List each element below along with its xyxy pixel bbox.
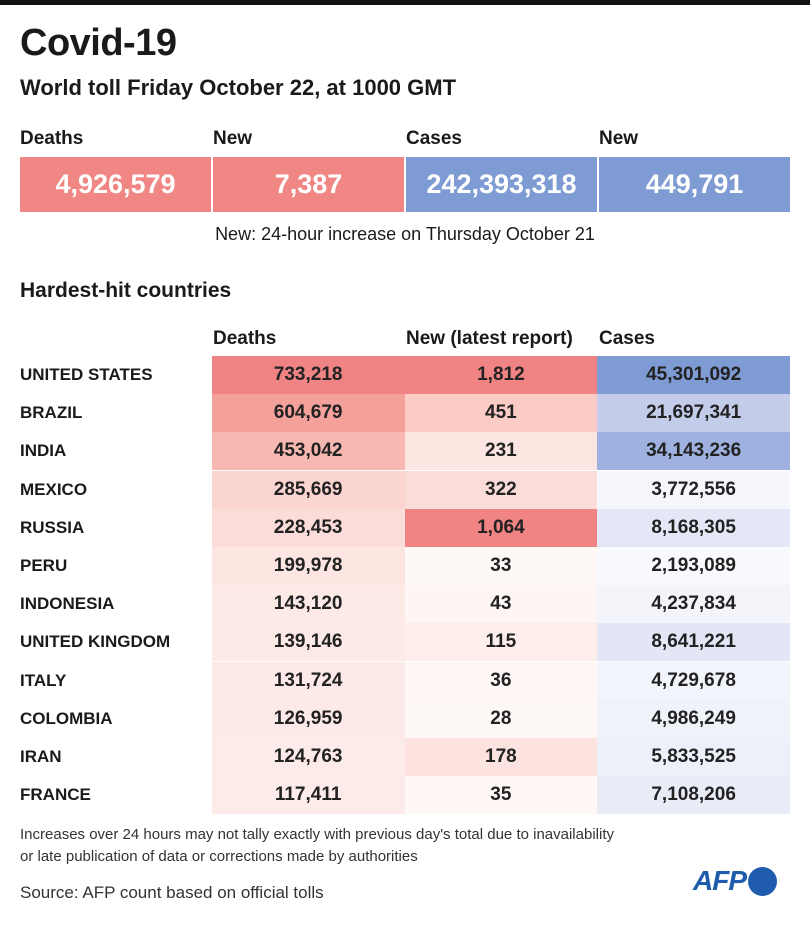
- column-header-new: New (latest report): [406, 328, 573, 349]
- cases-cell: 8,168,305: [597, 508, 790, 547]
- new-cell: 43: [404, 585, 598, 624]
- table-row: FRANCE 117,411 35 7,108,206: [20, 776, 790, 815]
- afp-logo: AFP: [693, 865, 777, 897]
- cases-cell: 34,143,236: [597, 432, 790, 471]
- kpi-label: New: [213, 128, 253, 149]
- new-cell: 35: [404, 776, 598, 815]
- new-cell: 36: [404, 661, 598, 700]
- deaths-cell: 733,218: [211, 356, 405, 394]
- table-row: COLOMBIA 126,959 28 4,986,249: [20, 699, 790, 738]
- table-row: BRAZIL 604,679 451 21,697,341: [20, 394, 790, 433]
- country-name: UNITED KINGDOM: [20, 632, 171, 652]
- country-name: IRAN: [20, 747, 62, 766]
- new-cell: 178: [404, 738, 598, 776]
- deaths-cell: 453,042: [211, 432, 405, 471]
- deaths-cell: 228,453: [211, 508, 405, 547]
- new-cell: 1,812: [404, 356, 598, 394]
- table-row: IRAN 124,763 178 5,833,525: [20, 738, 790, 776]
- kpi-value: 4,926,579: [20, 157, 211, 212]
- table-row: PERU 199,978 33 2,193,089: [20, 547, 790, 585]
- new-cell: 28: [404, 699, 598, 738]
- table-row: MEXICO 285,669 322 3,772,556: [20, 470, 790, 509]
- footnote-line-1: Increases over 24 hours may not tally ex…: [20, 826, 614, 843]
- table-row: UNITED STATES 733,218 1,812 45,301,092: [20, 356, 790, 394]
- cases-cell: 4,986,249: [597, 699, 790, 738]
- table-row: ITALY 131,724 36 4,729,678: [20, 661, 790, 700]
- country-name: BRAZIL: [20, 403, 83, 423]
- column-header-deaths: Deaths: [213, 328, 277, 349]
- new-cell: 115: [404, 623, 598, 662]
- table-row: INDONESIA 143,120 43 4,237,834: [20, 585, 790, 624]
- kpi-label: Deaths: [20, 128, 84, 149]
- new-cell: 451: [404, 394, 598, 433]
- country-name: INDONESIA: [20, 594, 115, 614]
- cases-cell: 8,641,221: [597, 623, 790, 662]
- deaths-cell: 139,146: [211, 623, 405, 662]
- kpi-label: Cases: [406, 128, 462, 149]
- cases-cell: 21,697,341: [597, 394, 790, 433]
- deaths-cell: 117,411: [211, 776, 405, 815]
- page-subtitle: World toll Friday October 22, at 1000 GM…: [20, 75, 457, 100]
- deaths-cell: 124,763: [211, 738, 405, 776]
- deaths-cell: 126,959: [211, 699, 405, 738]
- kpi-note: New: 24-hour increase on Thursday Octobe…: [215, 224, 595, 244]
- country-name: ITALY: [20, 670, 67, 690]
- deaths-cell: 199,978: [211, 547, 405, 585]
- source: Source: AFP count based on official toll…: [20, 883, 324, 902]
- kpi-label: New: [599, 128, 639, 149]
- column-header-cases: Cases: [599, 328, 655, 349]
- kpi-value: 449,791: [599, 157, 790, 212]
- afp-logo-text: AFP: [693, 865, 747, 896]
- footnote-line-2: or late publication of data or correctio…: [20, 848, 418, 865]
- table-row: UNITED KINGDOM 139,146 115 8,641,221: [20, 623, 790, 662]
- country-name: RUSSIA: [20, 517, 85, 537]
- country-name: INDIA: [20, 441, 67, 461]
- section-title: Hardest-hit countries: [20, 279, 232, 302]
- page-title: Covid-19: [20, 22, 177, 64]
- deaths-cell: 285,669: [211, 470, 405, 509]
- kpi-value: 242,393,318: [406, 157, 597, 212]
- cases-cell: 45,301,092: [597, 356, 790, 394]
- table-row: INDIA 453,042 231 34,143,236: [20, 432, 790, 471]
- cases-cell: 7,108,206: [597, 776, 790, 815]
- country-name: PERU: [20, 556, 68, 575]
- new-cell: 322: [404, 470, 598, 509]
- new-cell: 1,064: [404, 508, 598, 547]
- table-row: RUSSIA 228,453 1,064 8,168,305: [20, 508, 790, 547]
- top-bar: [0, 0, 810, 5]
- new-cell: 231: [404, 432, 598, 471]
- country-name: UNITED STATES: [20, 365, 153, 384]
- deaths-cell: 131,724: [211, 661, 405, 700]
- cases-cell: 3,772,556: [597, 470, 790, 509]
- cases-cell: 4,729,678: [597, 661, 790, 700]
- country-name: MEXICO: [20, 479, 88, 499]
- new-cell: 33: [404, 547, 598, 585]
- cases-cell: 2,193,089: [597, 547, 790, 585]
- country-name: COLOMBIA: [20, 708, 113, 728]
- deaths-cell: 143,120: [211, 585, 405, 624]
- afp-logo-dot: [748, 866, 777, 896]
- kpi-value: 7,387: [213, 157, 404, 212]
- cases-cell: 4,237,834: [597, 585, 790, 624]
- deaths-cell: 604,679: [211, 394, 405, 433]
- country-name: FRANCE: [20, 785, 91, 805]
- cases-cell: 5,833,525: [597, 738, 790, 776]
